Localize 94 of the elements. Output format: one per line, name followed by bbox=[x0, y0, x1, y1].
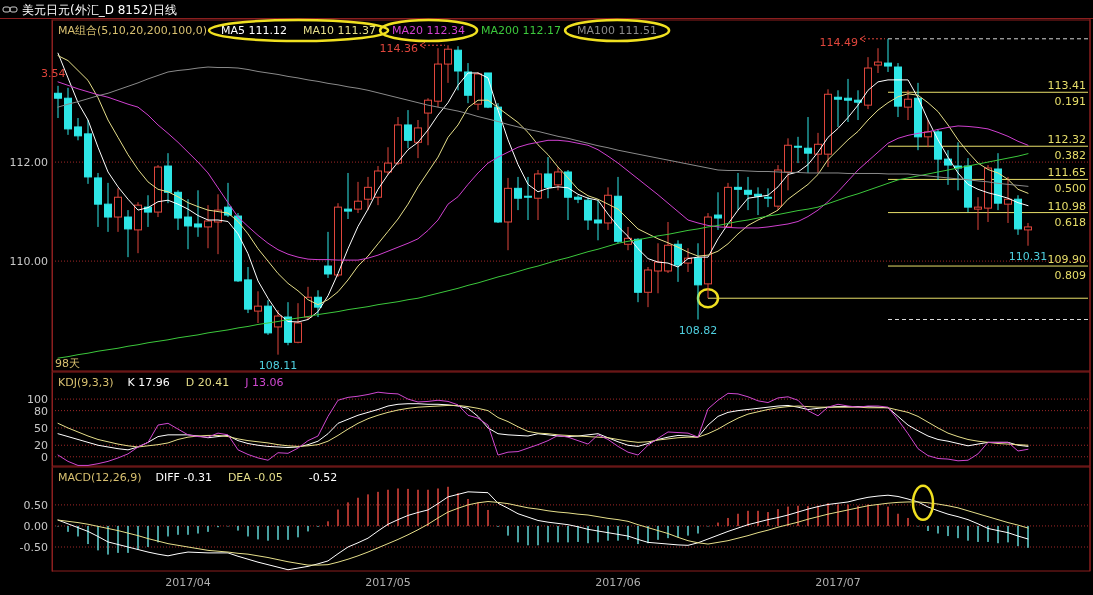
candlestick bbox=[114, 187, 122, 233]
candlestick bbox=[574, 194, 582, 204]
y-tick-label: 20 bbox=[34, 439, 48, 453]
candlestick bbox=[594, 199, 602, 241]
text: MA20 112.34 bbox=[392, 24, 466, 37]
candlestick bbox=[1004, 176, 1012, 224]
candlestick bbox=[714, 191, 722, 231]
text: MA100 111.51 bbox=[577, 24, 658, 37]
ref-line-label: 111.65 bbox=[1047, 166, 1086, 180]
annotation: -0.52 bbox=[308, 471, 338, 484]
y-tick-label: -0.50 bbox=[19, 541, 48, 555]
candlestick bbox=[274, 309, 282, 356]
candlestick bbox=[884, 38, 892, 73]
candlestick bbox=[874, 47, 882, 74]
candlestick bbox=[74, 117, 82, 141]
candlestick bbox=[144, 194, 152, 228]
ref-line-label: 109.90 bbox=[1047, 253, 1086, 267]
y-tick-label: 0 bbox=[41, 450, 48, 464]
candlestick bbox=[364, 176, 372, 211]
text: DIFF -0.31 bbox=[155, 471, 212, 484]
candlestick bbox=[804, 116, 812, 174]
annotation: 108.11 bbox=[258, 358, 298, 372]
y-tick-label: 50 bbox=[34, 421, 48, 435]
annotation: 0.500 bbox=[1054, 182, 1086, 196]
chart-title: MACD(12,26,9) bbox=[58, 471, 142, 484]
text: MA10 111.37 bbox=[303, 24, 377, 37]
candlestick bbox=[834, 89, 842, 128]
annotation: 98天 bbox=[55, 357, 80, 370]
candlestick bbox=[354, 181, 362, 214]
candlestick bbox=[944, 149, 952, 186]
chart-title: 美元日元(外汇_D 8152)日线 bbox=[22, 3, 177, 17]
annotation: 0.382 bbox=[1054, 149, 1086, 163]
candlestick bbox=[794, 136, 802, 164]
x-tick-label: 2017/07 bbox=[815, 575, 861, 589]
chart-subtitle: MA组合(5,10,20,200,100,0) bbox=[58, 24, 208, 37]
y-tick-label: 110.00 bbox=[9, 255, 48, 269]
candlestick bbox=[554, 166, 562, 191]
ref-line-label: 110.98 bbox=[1047, 199, 1086, 213]
candlestick bbox=[544, 156, 552, 199]
candlestick bbox=[344, 172, 352, 220]
y-tick-label: 80 bbox=[34, 404, 48, 418]
annotation: 114.49 bbox=[819, 35, 858, 49]
y-tick-label: 100 bbox=[27, 393, 48, 407]
y-tick-label: 0.00 bbox=[23, 519, 48, 533]
candlestick bbox=[514, 176, 522, 211]
candlestick bbox=[464, 62, 472, 104]
candlestick bbox=[584, 196, 592, 231]
y-tick-label: 0.50 bbox=[23, 498, 48, 512]
ref-line-label: 113.41 bbox=[1047, 79, 1086, 93]
candlestick bbox=[184, 198, 192, 250]
candlestick bbox=[444, 44, 452, 84]
candlestick bbox=[454, 45, 462, 91]
candlestick bbox=[294, 302, 302, 344]
annotation: 110.31 bbox=[1008, 249, 1048, 263]
ref-line-label: 112.32 bbox=[1047, 133, 1086, 147]
annotation: 114.36 bbox=[379, 42, 418, 56]
candlestick bbox=[384, 146, 392, 176]
text: K 17.96 bbox=[127, 376, 170, 389]
annotation: 0.618 bbox=[1054, 215, 1086, 229]
candlestick bbox=[764, 187, 772, 208]
annotation: 108.82 bbox=[678, 323, 718, 337]
text: MA5 111.12 bbox=[221, 24, 288, 37]
candlestick bbox=[524, 176, 532, 221]
candlestick bbox=[734, 172, 742, 211]
line-series bbox=[57, 391, 1029, 466]
text: DEA -0.05 bbox=[227, 471, 283, 484]
candlestick bbox=[124, 209, 132, 258]
candlestick bbox=[744, 176, 752, 211]
candlestick bbox=[674, 239, 682, 283]
annotation: 0.809 bbox=[1054, 269, 1086, 283]
x-tick-label: 2017/05 bbox=[365, 575, 411, 589]
candlestick bbox=[1024, 222, 1032, 247]
candlestick bbox=[194, 189, 202, 238]
candlestick bbox=[974, 196, 982, 231]
candlestick bbox=[414, 119, 422, 159]
y-tick-label: 112.00 bbox=[9, 156, 48, 170]
candlestick bbox=[204, 204, 212, 249]
x-tick-label: 2017/06 bbox=[595, 575, 641, 589]
text: J 13.06 bbox=[244, 376, 284, 389]
candlestick bbox=[654, 242, 662, 294]
candlestick bbox=[254, 290, 262, 324]
annotation: 0.191 bbox=[1054, 95, 1086, 109]
candlestick bbox=[54, 85, 62, 119]
text: MA200 112.17 bbox=[481, 24, 562, 37]
chart-title: KDJ(9,3,3) bbox=[58, 376, 114, 389]
candlestick bbox=[324, 231, 332, 279]
x-tick-label: 2017/04 bbox=[165, 575, 211, 589]
candlestick bbox=[644, 266, 652, 308]
candlestick bbox=[424, 97, 432, 146]
text: D 20.41 bbox=[185, 376, 230, 389]
candlestick bbox=[844, 78, 852, 123]
candlestick bbox=[404, 109, 412, 149]
candlestick bbox=[104, 182, 112, 233]
candlestick bbox=[904, 89, 912, 121]
